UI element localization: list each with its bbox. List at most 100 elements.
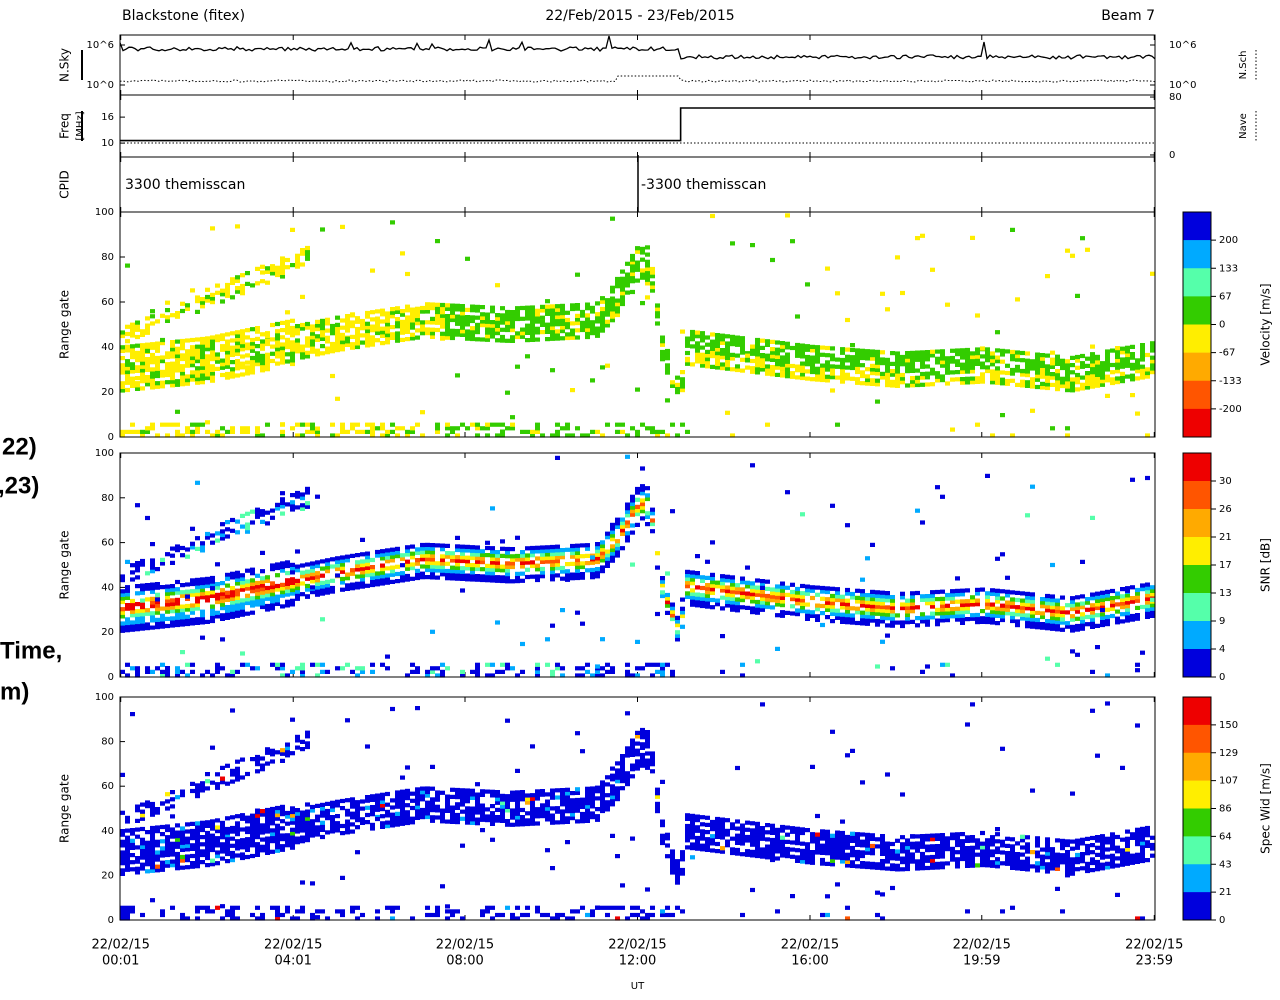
echo-pixel xyxy=(315,909,320,913)
echo-pixel xyxy=(495,808,500,812)
echo-pixel xyxy=(1100,383,1105,387)
echo-pixel xyxy=(460,315,465,319)
echo-pixel xyxy=(315,427,320,431)
echo-pixel xyxy=(785,586,790,590)
echo-pixel xyxy=(920,372,925,376)
echo-pixel xyxy=(455,318,460,322)
echo-pixel xyxy=(460,322,465,326)
echo-pixel xyxy=(1095,369,1100,373)
echo-pixel xyxy=(325,350,330,354)
echo-pixel xyxy=(785,213,790,217)
echo-pixel xyxy=(180,841,185,845)
echo-pixel xyxy=(370,426,375,430)
echo-pixel xyxy=(135,819,140,823)
echo-pixel xyxy=(840,602,845,606)
echo-pixel xyxy=(745,595,750,599)
echo-pixel xyxy=(860,589,865,593)
echo-pixel xyxy=(325,587,330,591)
echo-pixel xyxy=(625,291,630,295)
echo-pixel xyxy=(735,590,740,594)
echo-pixel xyxy=(880,591,885,595)
echo-pixel xyxy=(760,353,765,357)
echo-pixel xyxy=(400,320,405,324)
echo-pixel xyxy=(430,302,435,306)
echo-pixel xyxy=(590,378,595,382)
echo-pixel xyxy=(1080,627,1085,631)
echo-pixel xyxy=(775,599,780,603)
echo-pixel xyxy=(1125,601,1130,605)
echo-pixel xyxy=(595,327,600,331)
echo-pixel xyxy=(685,591,690,595)
echo-pixel xyxy=(305,505,310,509)
echo-pixel xyxy=(210,909,215,913)
echo-pixel xyxy=(275,506,280,510)
echo-pixel xyxy=(155,586,160,590)
echo-pixel xyxy=(435,306,440,310)
echo-pixel xyxy=(875,400,880,404)
echo-pixel xyxy=(475,810,480,814)
echo-pixel xyxy=(820,611,825,615)
echo-pixel xyxy=(405,430,410,434)
echo-pixel xyxy=(435,426,440,430)
echo-pixel xyxy=(1070,381,1075,385)
echo-pixel xyxy=(275,663,280,667)
echo-pixel xyxy=(235,760,240,764)
echo-pixel xyxy=(225,594,230,598)
echo-pixel xyxy=(345,576,350,580)
echo-pixel xyxy=(610,289,615,293)
echo-pixel xyxy=(365,744,370,748)
echo-pixel xyxy=(440,325,445,329)
echo-pixel xyxy=(220,333,225,337)
echo-pixel xyxy=(640,258,645,262)
echo-pixel xyxy=(540,545,545,549)
echo-pixel xyxy=(1055,383,1060,387)
echo-pixel xyxy=(960,355,965,359)
echo-pixel xyxy=(280,422,285,426)
echo-pixel xyxy=(830,357,835,361)
echo-pixel xyxy=(1115,376,1120,380)
echo-pixel xyxy=(300,423,305,427)
echo-pixel xyxy=(505,576,510,580)
echo-pixel xyxy=(240,340,245,344)
echo-pixel xyxy=(955,618,960,622)
echo-pixel xyxy=(1015,358,1020,362)
echo-pixel xyxy=(550,304,555,308)
echo-pixel xyxy=(760,593,765,597)
echo-pixel xyxy=(325,565,330,569)
echo-pixel xyxy=(270,271,275,275)
echo-pixel xyxy=(170,852,175,856)
echo-pixel xyxy=(155,360,160,364)
echo-pixel xyxy=(330,331,335,335)
echo-pixel xyxy=(355,575,360,579)
echo-pixel xyxy=(900,373,905,377)
echo-pixel xyxy=(340,799,345,803)
echo-pixel xyxy=(190,352,195,356)
echo-pixel xyxy=(390,311,395,315)
echo-pixel xyxy=(610,286,615,290)
echo-pixel xyxy=(765,587,770,591)
echo-pixel xyxy=(1115,358,1120,362)
echo-pixel xyxy=(245,365,250,369)
echo-pixel xyxy=(220,666,225,670)
echo-pixel xyxy=(750,348,755,352)
echo-pixel xyxy=(635,508,640,512)
echo-pixel xyxy=(360,333,365,337)
echo-pixel xyxy=(645,493,650,497)
echo-pixel xyxy=(285,582,290,586)
echo-pixel xyxy=(995,600,1000,604)
echo-pixel xyxy=(435,794,440,798)
echo-pixel xyxy=(220,289,225,293)
echo-pixel xyxy=(725,345,730,349)
echo-pixel xyxy=(830,594,835,598)
echo-pixel xyxy=(1050,365,1055,369)
echo-pixel xyxy=(550,563,555,567)
echo-pixel xyxy=(150,865,155,869)
echo-pixel xyxy=(210,605,215,609)
echo-pixel xyxy=(1100,368,1105,372)
echo-pixel xyxy=(880,372,885,376)
echo-pixel xyxy=(880,640,885,644)
echo-pixel xyxy=(855,359,860,363)
echo-pixel xyxy=(155,370,160,374)
echo-pixel xyxy=(955,592,960,596)
echo-pixel xyxy=(710,540,715,544)
